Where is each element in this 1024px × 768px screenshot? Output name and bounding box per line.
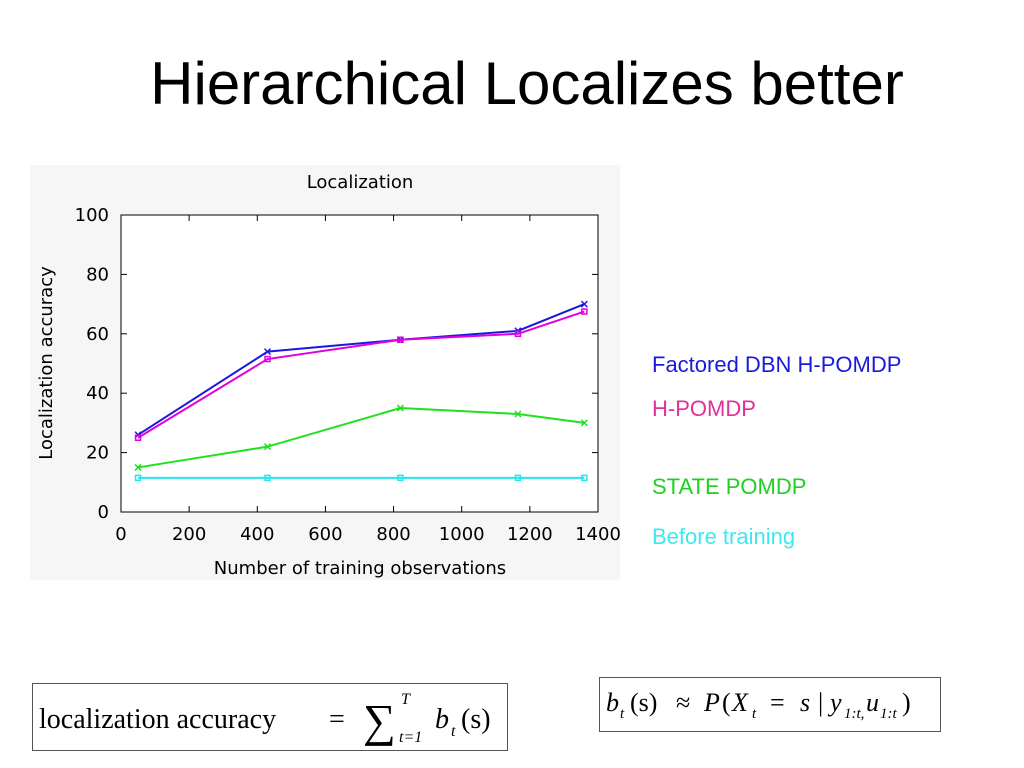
data-point xyxy=(580,300,588,308)
series-layer xyxy=(134,300,588,482)
y-tick-label: 100 xyxy=(75,205,109,226)
chart-title: Localization xyxy=(307,172,414,193)
data-point xyxy=(514,410,522,418)
formula-accuracy-b: b xyxy=(435,704,449,735)
x-tick-label: 600 xyxy=(308,524,342,545)
data-point xyxy=(264,355,271,363)
formula-belief-arg: (s) xyxy=(630,688,657,717)
data-point xyxy=(581,308,588,315)
legend-item-state-pomdp: STATE POMDP xyxy=(652,474,807,499)
localization-chart: Localization 0 20 40 60 80 100 0 200 400 600 800 1… xyxy=(36,172,620,579)
formula-accuracy-arg: (s) xyxy=(461,704,491,735)
formula-belief-p: P xyxy=(703,688,720,717)
data-point xyxy=(397,336,404,343)
y-tick-label: 40 xyxy=(86,383,109,404)
x-tick-label: 0 xyxy=(115,524,126,545)
formula-belief-b: b xyxy=(606,688,619,717)
formula-accuracy-equals: = xyxy=(329,704,345,735)
legend-item-factored-dbn: Factored DBN H-POMDP xyxy=(652,352,902,377)
formula-sum-upper: T xyxy=(401,691,411,708)
x-tick-label: 800 xyxy=(376,524,410,545)
formula-sum-symbol: ∑ xyxy=(363,695,396,746)
accuracy-formula: localization accuracy = ∑ T t=1 b t (s) xyxy=(32,683,508,751)
data-point xyxy=(134,463,142,471)
formula-accuracy-lhs: localization accuracy xyxy=(39,704,276,735)
formula-belief-close: ) xyxy=(902,688,911,717)
data-point xyxy=(134,434,142,441)
formula-belief-open: ( xyxy=(722,688,731,717)
x-axis-ticks: 0 200 400 600 800 1000 1200 1400 xyxy=(115,215,620,545)
data-point xyxy=(397,474,404,482)
series-line-1 xyxy=(137,310,585,439)
formula-belief-x-sub: t xyxy=(752,706,757,722)
data-point xyxy=(263,443,272,451)
data-point xyxy=(580,419,588,427)
slide-title: Hierarchical Localizes better xyxy=(150,50,904,117)
y-axis-label: Localization accuracy xyxy=(36,266,57,460)
data-point xyxy=(514,330,522,338)
x-tick-label: 1000 xyxy=(439,524,485,545)
y-tick-label: 60 xyxy=(86,324,109,345)
x-tick-label: 1400 xyxy=(575,524,620,545)
data-point xyxy=(581,474,588,482)
x-axis-label: Number of training observations xyxy=(214,558,506,579)
legend-item-before-training: Before training xyxy=(652,524,796,549)
belief-formula: b t (s) ≈ P ( X t = s | y 1:t, u 1:t ) xyxy=(599,677,941,732)
formula-belief-b-sub: t xyxy=(620,706,625,722)
formula-belief-x: X xyxy=(731,688,749,717)
formula-belief-u: u xyxy=(866,688,879,717)
y-axis-ticks: 0 20 40 60 80 100 xyxy=(75,205,598,523)
plot-area xyxy=(120,214,599,513)
formula-belief-y-sub: 1:t, xyxy=(844,706,864,722)
chart-panel: Localization 0 20 40 60 80 100 0 200 400 600 800 1… xyxy=(30,165,620,580)
x-tick-label: 1200 xyxy=(507,524,553,545)
formula-belief-approx: ≈ xyxy=(676,688,690,717)
y-tick-label: 80 xyxy=(86,264,109,285)
formula-belief-eq: = xyxy=(770,688,785,717)
formula-belief-y: y xyxy=(827,688,842,717)
chart-legend: Factored DBN H-POMDP H-POMDP STATE POMDP… xyxy=(652,350,972,560)
formula-belief-u-sub: 1:t xyxy=(880,706,897,722)
data-point xyxy=(396,404,404,412)
legend-item-h-pomdp: H-POMDP xyxy=(652,396,756,421)
data-point xyxy=(134,474,142,482)
formula-belief-given: | xyxy=(818,688,823,717)
formula-accuracy-b-sub: t xyxy=(451,723,456,740)
x-tick-label: 400 xyxy=(240,524,274,545)
data-point xyxy=(263,348,272,356)
x-tick-label: 200 xyxy=(172,524,206,545)
y-tick-label: 0 xyxy=(98,502,109,523)
formula-belief-s: s xyxy=(800,688,810,717)
data-point xyxy=(264,474,271,482)
formula-sum-lower: t=1 xyxy=(399,729,422,746)
y-tick-label: 20 xyxy=(86,443,109,464)
data-point xyxy=(514,474,522,482)
